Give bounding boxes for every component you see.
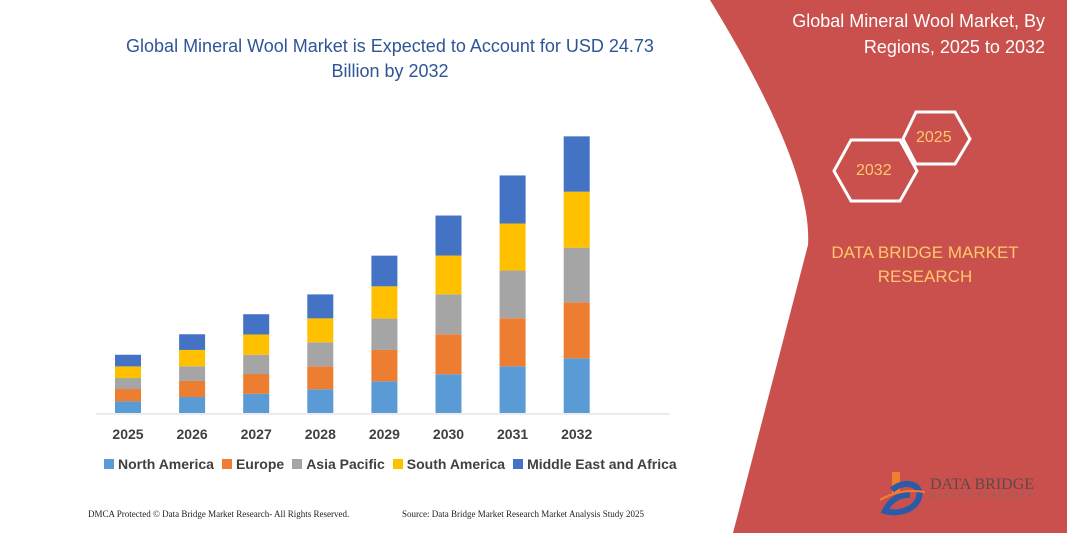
bars xyxy=(115,136,590,413)
bar-segment-2030-asia-pacific xyxy=(435,294,462,335)
red-panel xyxy=(710,0,1067,533)
bar-segment-2031-asia-pacific xyxy=(499,270,526,319)
bar-segment-2031-europe xyxy=(499,318,526,367)
x-tick-label: 2032 xyxy=(561,426,593,442)
legend-label: North America xyxy=(118,456,214,472)
legend-item-middle-east-africa: Middle East and Africa xyxy=(513,456,677,472)
legend-item-asia-pacific: Asia Pacific xyxy=(292,456,385,472)
legend-label: Europe xyxy=(235,456,285,472)
bar-segment-2029-north-america xyxy=(371,381,398,413)
legend-label: South America xyxy=(406,456,506,472)
bar-segment-2025-north-america xyxy=(115,401,141,413)
bar-segment-2027-north-america xyxy=(243,393,270,413)
bar-segment-2029-europe xyxy=(371,349,398,382)
bar-segment-2032-middle-east-and-africa xyxy=(563,136,590,192)
bar-segment-2030-north-america xyxy=(435,374,462,413)
bar-segment-2029-asia-pacific xyxy=(371,318,398,350)
bar-segment-2026-asia-pacific xyxy=(179,366,206,381)
bar-segment-2027-asia-pacific xyxy=(243,354,270,375)
bar-segment-2028-europe xyxy=(307,366,334,390)
bar-segment-2030-south-america xyxy=(435,255,462,295)
legend-swatch xyxy=(104,459,114,469)
footer-source: Source: Data Bridge Market Research Mark… xyxy=(402,509,644,519)
hex-year-2025: 2025 xyxy=(916,129,952,146)
bar-segment-2025-south-america xyxy=(115,366,141,379)
legend-label: Asia Pacific xyxy=(306,456,385,472)
bar-segment-2025-asia-pacific xyxy=(115,378,141,390)
bar-segment-2027-europe xyxy=(243,374,270,394)
legend: North America Europe Asia Pacific South … xyxy=(104,456,677,472)
bar-segment-2028-north-america xyxy=(307,389,334,413)
chart-title: Global Mineral Wool Market is Expected t… xyxy=(126,36,654,81)
bar-segment-2026-south-america xyxy=(179,349,206,367)
bar-segment-2026-europe xyxy=(179,380,206,397)
x-tick-label: 2026 xyxy=(176,426,208,442)
bar-segment-2030-middle-east-and-africa xyxy=(435,215,462,256)
bar-segment-2028-south-america xyxy=(307,318,334,343)
hex-year-2032: 2032 xyxy=(856,162,892,179)
logo-icon xyxy=(879,472,926,516)
bar-segment-2031-middle-east-and-africa xyxy=(499,175,526,224)
x-tick-label: 2025 xyxy=(112,426,144,442)
legend-swatch xyxy=(513,459,524,469)
bar-segment-2028-middle-east-and-africa xyxy=(307,294,334,319)
footer-copyright: DMCA Protected © Data Bridge Market Rese… xyxy=(88,509,350,519)
legend-swatch xyxy=(221,459,232,469)
legend-item-north-america: North America xyxy=(104,456,214,472)
bar-segment-2027-middle-east-and-africa xyxy=(243,314,270,335)
bar-segment-2025-middle-east-and-africa xyxy=(115,354,141,367)
legend-label: Middle East and Africa xyxy=(527,456,677,472)
bar-segment-2032-europe xyxy=(563,302,590,359)
x-tick-label: 2028 xyxy=(304,426,336,442)
logo-name: DATA BRIDGE xyxy=(930,476,1035,493)
x-tick-label: 2027 xyxy=(240,426,272,442)
logo-subtitle: MARKET RESEARCH xyxy=(930,494,1035,500)
bar-segment-2028-asia-pacific xyxy=(307,342,334,367)
legend-swatch xyxy=(392,459,403,469)
legend-swatch xyxy=(292,459,303,469)
hexagon-2032 xyxy=(832,138,919,203)
brand-text: DATA BRIDGE MARKET RESEARCH xyxy=(831,243,1019,286)
bar-segment-2032-asia-pacific xyxy=(563,247,590,303)
legend-item-south-america: South America xyxy=(392,456,506,472)
bar-segment-2029-middle-east-and-africa xyxy=(371,255,398,287)
bar-segment-2031-south-america xyxy=(499,223,526,271)
bar-segment-2025-europe xyxy=(115,389,141,402)
bar-segment-2030-europe xyxy=(435,334,462,375)
x-tick-label: 2031 xyxy=(497,426,529,442)
bar-segment-2029-south-america xyxy=(371,286,398,319)
x-tick-label: 2030 xyxy=(432,426,465,442)
bar-segment-2032-south-america xyxy=(563,191,590,248)
bar-segment-2031-north-america xyxy=(499,366,526,413)
panel-title: Global Mineral Wool Market, By Regions, … xyxy=(792,11,1045,57)
legend-item-europe: Europe xyxy=(221,456,285,472)
bar-segment-2026-north-america xyxy=(179,396,206,413)
hexagon-2025 xyxy=(901,110,972,166)
x-tick-label: 2029 xyxy=(368,426,400,442)
bar-segment-2026-middle-east-and-africa xyxy=(179,334,206,350)
bar-segment-2032-north-america xyxy=(563,358,590,413)
bar-segment-2027-south-america xyxy=(243,334,270,355)
